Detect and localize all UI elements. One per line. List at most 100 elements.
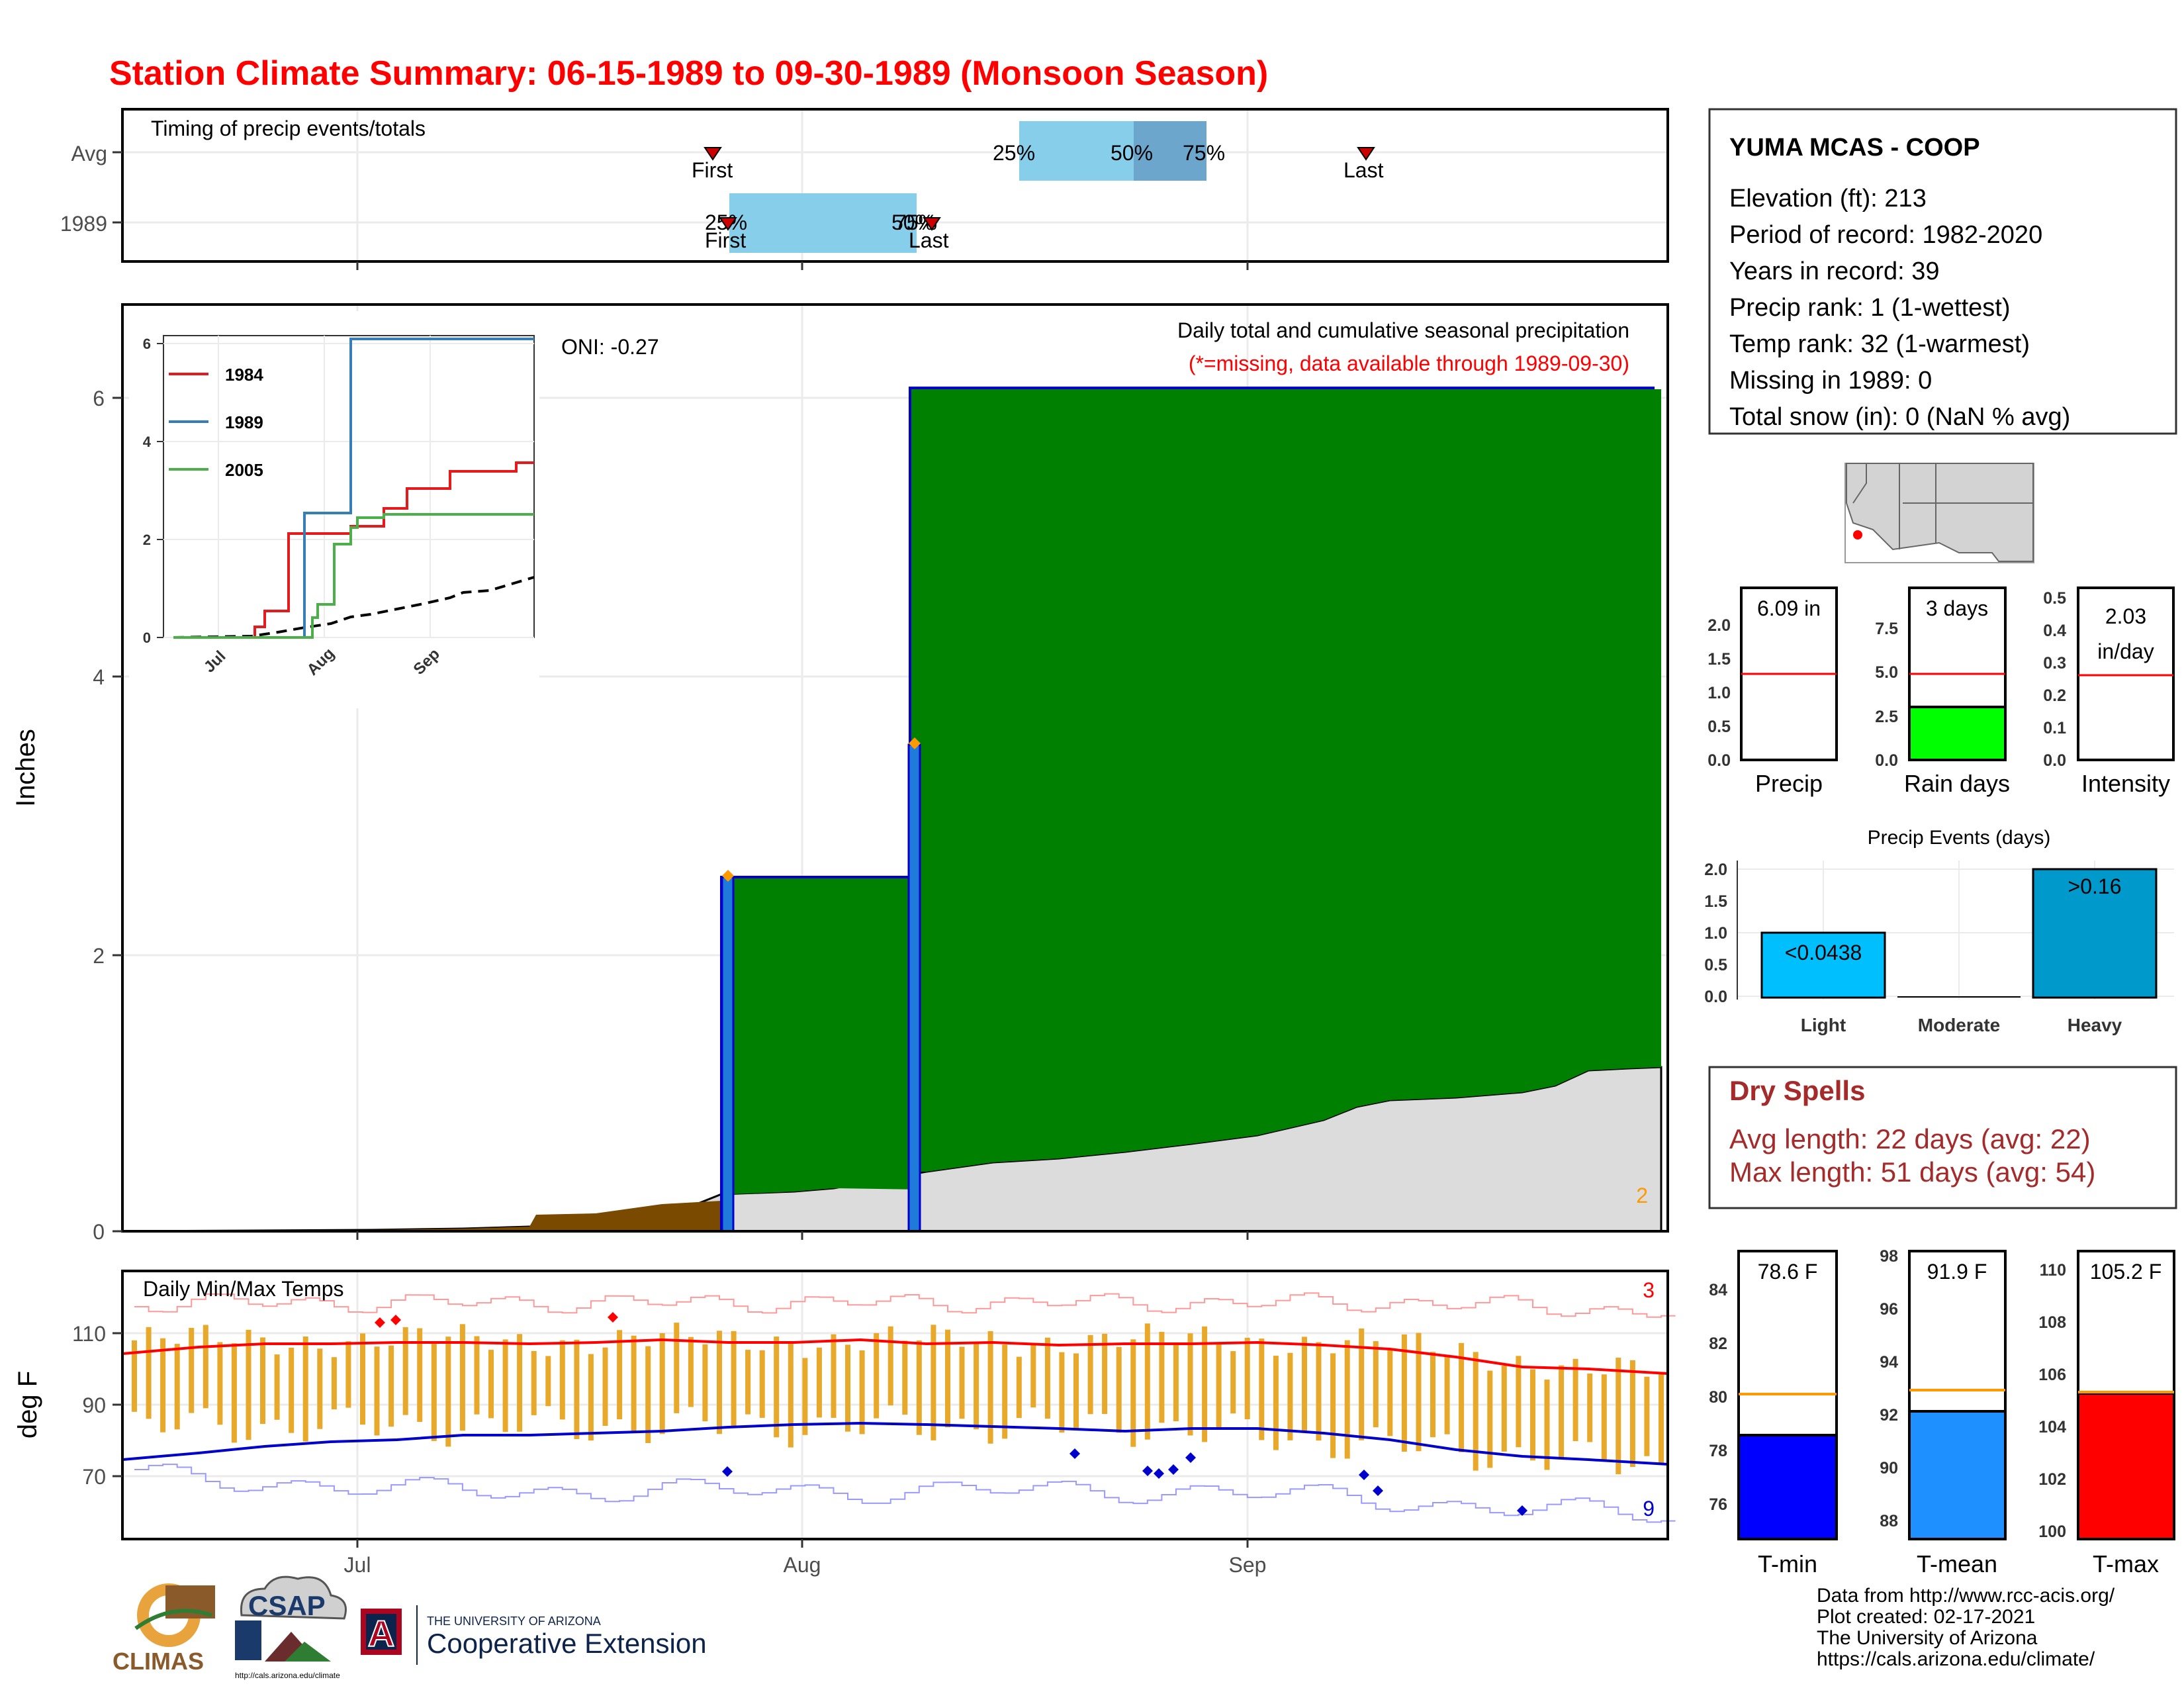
temp-ylabel: deg F — [13, 1371, 42, 1438]
temp-min-count: 9 — [1643, 1497, 1655, 1521]
missing-count: 2 — [1636, 1184, 1648, 1207]
precip-mini-ytick: 1.5 — [1707, 650, 1731, 669]
missing-note: (*=missing, data available through 1989-… — [1189, 352, 1629, 375]
intensity-mini-ytick: 0.3 — [2043, 654, 2066, 673]
legend-1989: 1989 — [225, 412, 263, 432]
daily-temp-bar — [459, 1324, 465, 1431]
avg-max-line — [122, 1338, 1668, 1375]
precip-ytick-2: 2 — [93, 944, 105, 968]
daily-temp-bar — [174, 1344, 180, 1430]
station-location-dot — [1853, 530, 1862, 539]
tmean-ytick: 88 — [1880, 1512, 1898, 1530]
daily-temp-bar — [1516, 1356, 1522, 1448]
daily-temp-bar — [1202, 1326, 1208, 1442]
tmin-ytick: 80 — [1709, 1388, 1727, 1407]
daily-temp-bar — [1144, 1323, 1150, 1440]
tmean-ytick: 90 — [1880, 1459, 1898, 1477]
tmax-ytick: 110 — [2040, 1261, 2066, 1280]
daily-temp-bar — [674, 1323, 680, 1413]
daily-temp-bar — [816, 1347, 822, 1418]
station-missing: Missing in 1989: 0 — [1729, 367, 1932, 395]
daily-temp-bar — [274, 1354, 280, 1420]
daily-temp-bar — [1373, 1341, 1379, 1428]
dry-spells-title: Dry Spells — [1729, 1075, 1865, 1106]
intensity-mini-ytick: 0.5 — [2043, 589, 2066, 608]
daily-temp-bar — [246, 1329, 251, 1440]
daily-temp-bar — [702, 1344, 708, 1422]
tmax-bar-chart: 105.2 F T-max 100 102 104 106 108 110 — [2038, 1250, 2175, 1577]
daily-temp-bar — [1459, 1342, 1465, 1452]
precip-ytick-4: 4 — [93, 665, 105, 689]
tmin-value: 78.6 F — [1758, 1260, 1818, 1284]
csap-logo: CSAP http://cals.arizona.edu/climate — [235, 1575, 347, 1680]
y1989-quartile-box — [729, 193, 917, 253]
daily-precip-bar-1 — [721, 876, 735, 1233]
daily-temp-bar — [717, 1331, 722, 1434]
daily-temp-bar — [1130, 1339, 1136, 1447]
daily-temp-bar — [1216, 1343, 1222, 1429]
daily-precip-bar-2 — [907, 743, 921, 1233]
daily-temp-bar — [1259, 1338, 1265, 1440]
dry-spells-box: Dry Spells Avg length: 22 days (avg: 22)… — [1708, 1066, 2177, 1209]
record-max-line — [134, 1292, 1676, 1318]
daily-temp-bar — [987, 1331, 993, 1444]
station-snow: Total snow (in): 0 (NaN % avg) — [1729, 403, 2070, 431]
daily-temp-bar — [402, 1327, 408, 1415]
inset-line-2005 — [173, 513, 534, 639]
station-info: YUMA MCAS - COOP Elevation (ft): 213 Per… — [1708, 108, 2177, 435]
raindays-mini-ytick: 5.0 — [1875, 663, 1898, 682]
daily-temp-bar — [1501, 1366, 1507, 1452]
daily-temp-bar — [974, 1341, 979, 1430]
event-light-label: <0.0438 — [1785, 941, 1862, 964]
xtick-aug: Aug — [784, 1553, 821, 1577]
inset-ytick-0: 0 — [143, 630, 151, 646]
station-period: Period of record: 1982-2020 — [1729, 221, 2042, 249]
daily-temp-bar — [659, 1333, 665, 1434]
tmean-ytick: 94 — [1880, 1353, 1898, 1372]
daily-peak-marker-2 — [909, 737, 921, 749]
daily-temp-bar — [1572, 1358, 1578, 1442]
daily-temp-bar — [1587, 1374, 1593, 1442]
ua-extension-text: Cooperative Extension — [427, 1628, 707, 1659]
avg-quartile-box-2 — [1134, 121, 1206, 181]
xtick-jul: Jul — [344, 1553, 371, 1577]
y1989-last-label: Last — [909, 228, 949, 252]
timing-row-avg: Avg — [71, 142, 107, 165]
daily-temp-bar — [1030, 1344, 1036, 1408]
events-title: Precip Events (days) — [1868, 827, 2051, 849]
intensity-mini-value: 2.03 — [2105, 604, 2146, 628]
timing-row-1989: 1989 — [60, 212, 107, 236]
cumulative-above-average — [733, 389, 1661, 1194]
daily-temp-bar — [217, 1342, 223, 1425]
events-ytick: 2.0 — [1704, 861, 1727, 879]
avg-last-label: Last — [1343, 158, 1384, 182]
inset-line-1984 — [173, 461, 534, 639]
daily-temp-bar — [1159, 1332, 1165, 1423]
daily-temp-bar — [1644, 1376, 1650, 1456]
daily-temp-bar — [802, 1358, 808, 1435]
daily-temp-bar — [1230, 1351, 1236, 1414]
precip-ytick-0: 0 — [93, 1220, 105, 1244]
daily-temp-bar — [574, 1339, 580, 1439]
temp-ytick-70: 70 — [82, 1465, 106, 1489]
events-ytick: 0.5 — [1704, 956, 1727, 974]
inset-ytick-4: 4 — [143, 434, 152, 450]
daily-temp-bar — [203, 1325, 208, 1409]
intensity-mini-ytick: 0.0 — [2043, 751, 2066, 770]
tmean-bar-chart: 91.9 F T-mean 88 90 92 94 96 98 — [1880, 1247, 2007, 1577]
daily-temp-bar — [360, 1333, 365, 1425]
daily-temp-bar — [231, 1343, 237, 1443]
daily-temp-bar — [745, 1350, 751, 1415]
daily-temp-bar — [588, 1354, 594, 1441]
inset-chart: 1984 1989 2005 0 2 4 6 Jul Aug Sep — [129, 311, 539, 708]
inset-avg-line — [173, 576, 535, 639]
daily-temp-bar — [916, 1340, 922, 1435]
tmin-bar-chart: 78.6 F T-min 76 78 80 82 84 — [1709, 1250, 1838, 1577]
avg-75pct: 75% — [1183, 141, 1225, 165]
tmin-label: T-min — [1758, 1550, 1817, 1577]
avg-last-marker — [1357, 147, 1375, 161]
footer-line-4: https://cals.arizona.edu/climate/ — [1817, 1648, 2095, 1670]
avg-25pct: 25% — [993, 141, 1035, 165]
legend-1984: 1984 — [225, 365, 263, 385]
daily-temp-range-bars — [132, 1323, 1664, 1475]
